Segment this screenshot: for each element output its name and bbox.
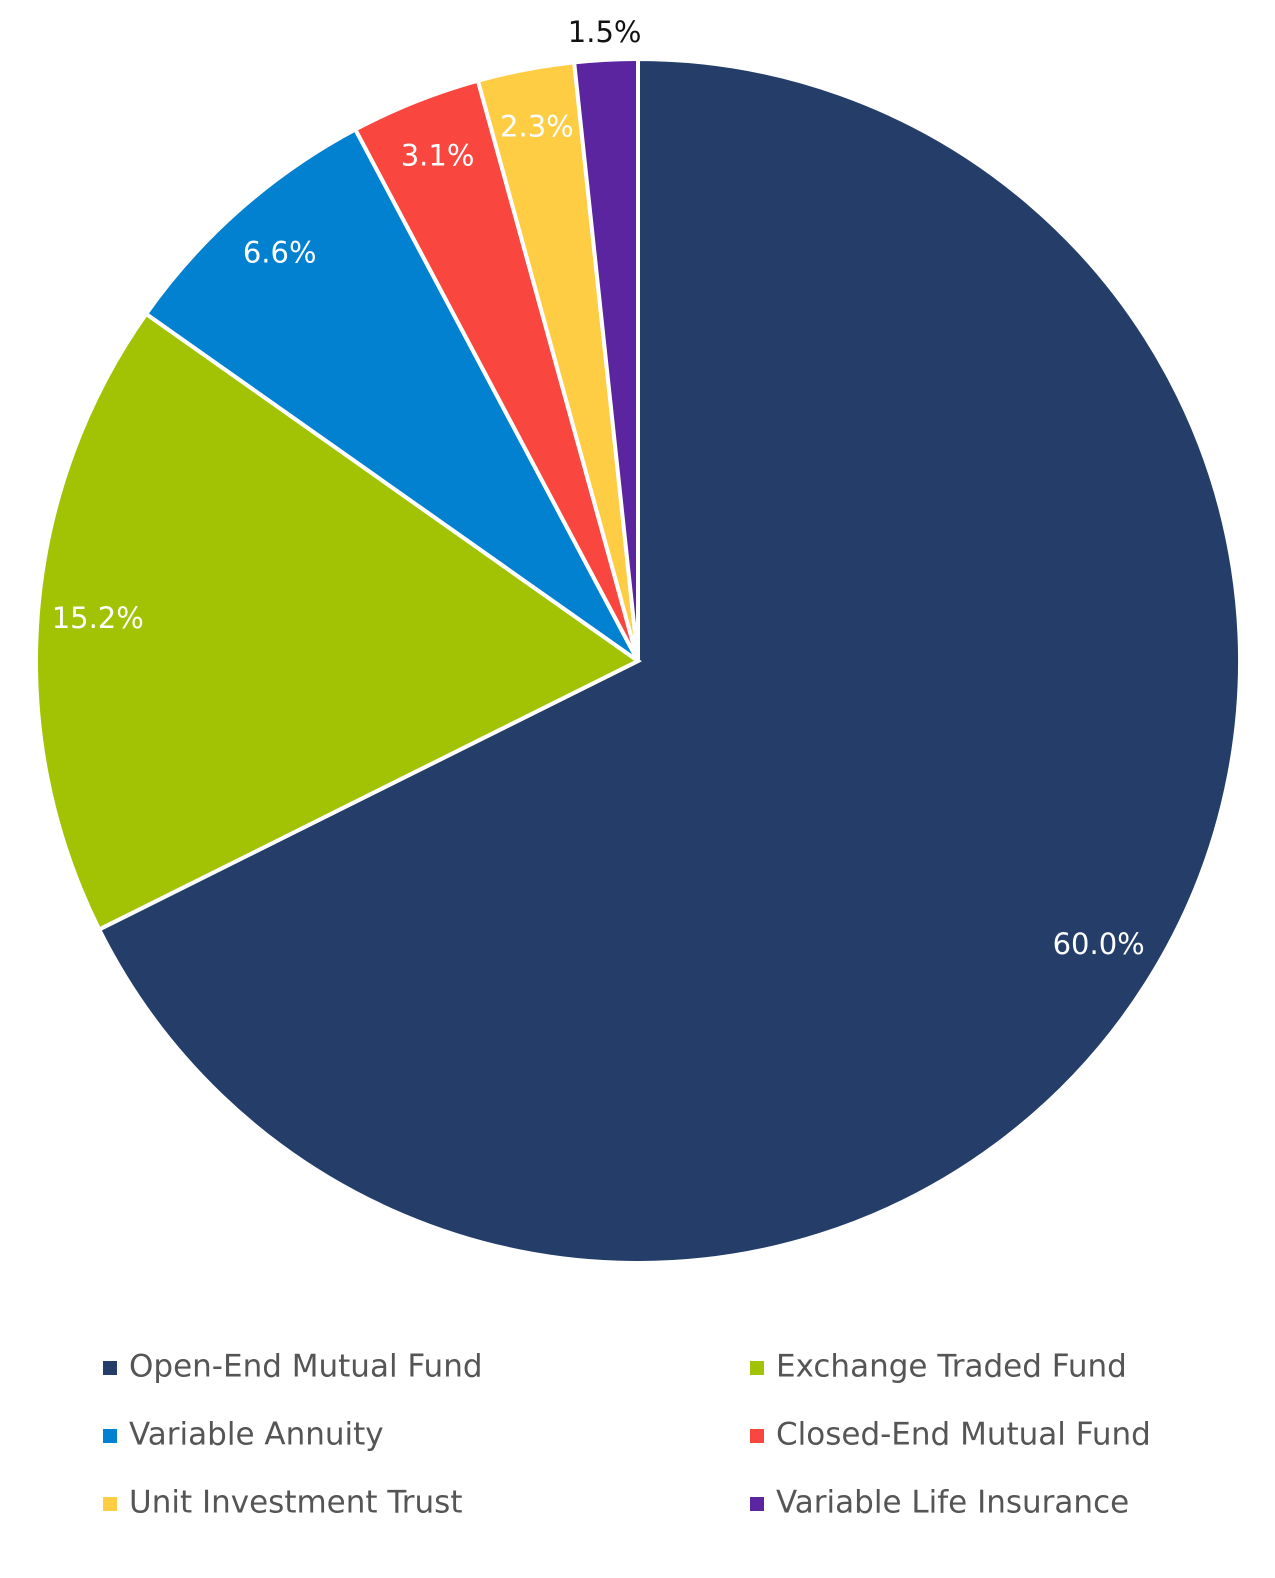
legend-swatch — [103, 1497, 117, 1511]
legend-swatch — [750, 1361, 764, 1375]
legend-label: Closed-End Mutual Fund — [776, 1417, 1151, 1453]
pie-slice — [34, 311, 642, 933]
pie-slice — [96, 56, 1242, 1265]
pie-slice — [571, 56, 640, 662]
pie-slice — [143, 126, 640, 663]
legend-label: Variable Life Insurance — [776, 1485, 1129, 1521]
legend-swatch — [103, 1361, 117, 1375]
legend-swatch — [103, 1429, 117, 1443]
value-label: 2.3% — [500, 110, 574, 144]
legend-label: Open-End Mutual Fund — [129, 1349, 483, 1385]
legend-label: Variable Annuity — [129, 1417, 384, 1453]
value-label: 6.6% — [243, 236, 317, 270]
legend-swatch — [750, 1497, 764, 1511]
legend-label: Exchange Traded Fund — [776, 1349, 1127, 1385]
value-label: 1.5% — [568, 15, 642, 49]
legend-label: Unit Investment Trust — [129, 1485, 462, 1521]
value-label: 3.1% — [401, 139, 475, 173]
legend-swatch — [750, 1429, 764, 1443]
value-label: 15.2% — [52, 601, 144, 635]
value-label: 60.0% — [1053, 927, 1145, 961]
